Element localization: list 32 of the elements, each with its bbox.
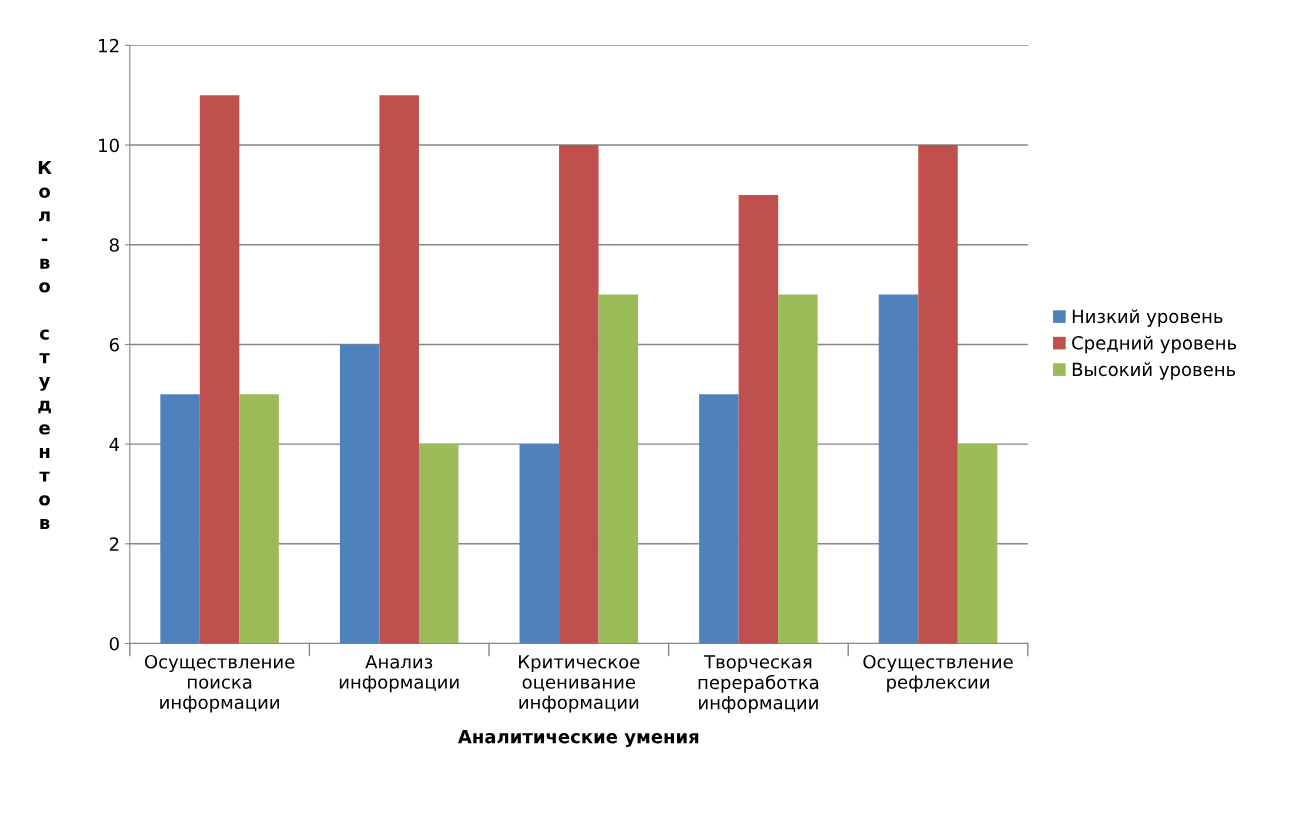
y-tick-label: 10	[99, 138, 119, 153]
bar	[199, 95, 240, 644]
bar	[519, 444, 560, 644]
bar	[957, 444, 998, 644]
y-tick-label: 0	[109, 636, 119, 651]
bar	[160, 394, 200, 644]
x-tick-label: Анализ информации	[339, 655, 459, 693]
bar	[339, 344, 380, 644]
bar	[418, 444, 459, 644]
x-tick-label: Творческая переработка информации	[698, 655, 819, 713]
x-tick-label: Осуществление поиска информации	[144, 654, 295, 713]
bar	[918, 145, 958, 644]
bar	[778, 294, 818, 644]
bar	[699, 394, 739, 644]
legend-label: Высокий уровень	[1072, 362, 1236, 380]
y-tick-label: 2	[109, 537, 119, 551]
bar	[738, 194, 779, 644]
x-tick-label: Критическое оценивание информации	[519, 655, 640, 713]
bar	[239, 394, 279, 644]
bar	[379, 95, 419, 644]
bar	[878, 294, 919, 644]
legend-label: Средний уровень	[1072, 335, 1237, 354]
x-tick-label: Осуществление рефлексии	[863, 654, 1013, 693]
legend-label: Низкий уровень	[1072, 309, 1223, 327]
y-tick-label: 4	[109, 437, 120, 451]
x-axis-title: Аналитические умения	[457, 729, 699, 748]
y-tick-label: 12	[99, 38, 119, 53]
bar	[559, 145, 599, 644]
bar	[598, 294, 639, 644]
text: Кол-во студентов	[38, 160, 52, 529]
y-tick-label: 8	[109, 238, 119, 252]
y-tick-label: 6	[109, 337, 119, 352]
